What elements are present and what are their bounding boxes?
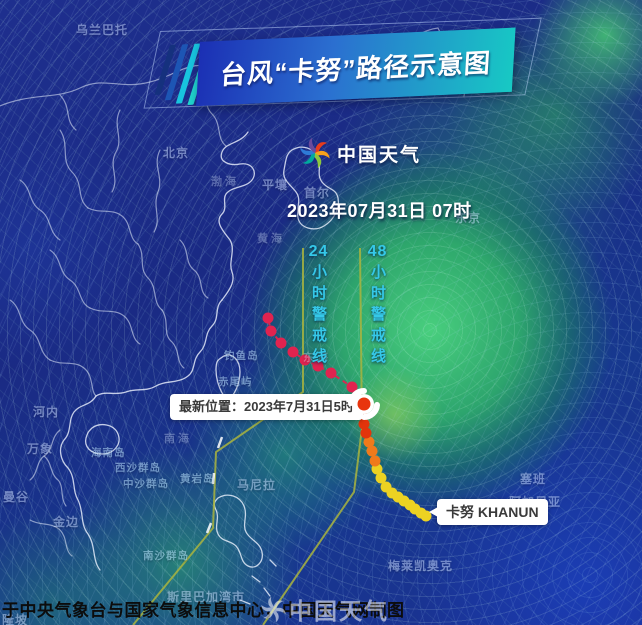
latest-position-callout[interactable]: 最新位置：2023年7月31日5时 [170, 394, 371, 420]
map-label: 渤海 [211, 176, 239, 188]
map-label: 西沙群岛 [115, 462, 161, 474]
map-label: 平壤 [262, 178, 289, 192]
map-label: 金边 [53, 515, 80, 529]
map-label: 海南岛 [91, 447, 126, 459]
map-label: 曼谷 [3, 490, 30, 504]
map-label: 斯里巴加湾市 [167, 590, 246, 604]
map-label: 北京 [163, 146, 190, 160]
watermark: 中国天气 [261, 592, 389, 625]
warning-48-number: 48 [367, 243, 388, 260]
map-label: 南海 [164, 433, 192, 445]
credit-line: 于中央气象台与国家气象信息中心，中国天气网制图 [2, 601, 405, 620]
map-label: 万象 [27, 442, 54, 456]
brand-logo: 中国天气 [300, 138, 421, 168]
warning-line-48h-label: 48 小时警戒线 [367, 243, 388, 369]
brand-name: 中国天气 [337, 144, 422, 166]
map-label: 中沙群岛 [123, 478, 169, 490]
map-label: 东京 [455, 211, 482, 225]
map-label: 黄海 [257, 233, 285, 245]
page-title: 台风“卡努”路径示意图 [219, 47, 493, 90]
map-label: 河内 [33, 405, 60, 419]
map-label: 乌兰巴托 [76, 23, 129, 37]
map-label: 东海 [303, 352, 331, 364]
map-label: 梅莱凯奥克 [388, 559, 454, 573]
warning-24-number: 24 [308, 243, 329, 260]
map-label: 钓鱼岛 [224, 350, 259, 362]
map-label: 赤尾屿 [218, 376, 253, 388]
map-label: 南沙群岛 [143, 550, 189, 562]
watermark-pinwheel-icon [261, 596, 286, 622]
warning-line-24h-label: 24 小时警戒线 [308, 243, 329, 369]
watermark-text: 中国天气 [289, 598, 389, 624]
storm-name-callout[interactable]: 卡努 KHANUN [429, 499, 548, 525]
map-label: 马尼拉 [237, 478, 277, 492]
map-label: 塞班 [520, 472, 547, 486]
warning-48-text: 小时警戒线 [369, 264, 386, 369]
typhoon-symbol[interactable] [346, 386, 382, 422]
map-label: 首尔 [304, 186, 331, 200]
map-label: 黄岩岛 [180, 473, 215, 485]
china-weather-pinwheel-icon [300, 138, 330, 168]
warning-24-text: 小时警戒线 [310, 264, 327, 369]
map-label: 隆坡 [2, 613, 29, 625]
map-datetime: 2023年07月31日 07时 [287, 201, 472, 221]
